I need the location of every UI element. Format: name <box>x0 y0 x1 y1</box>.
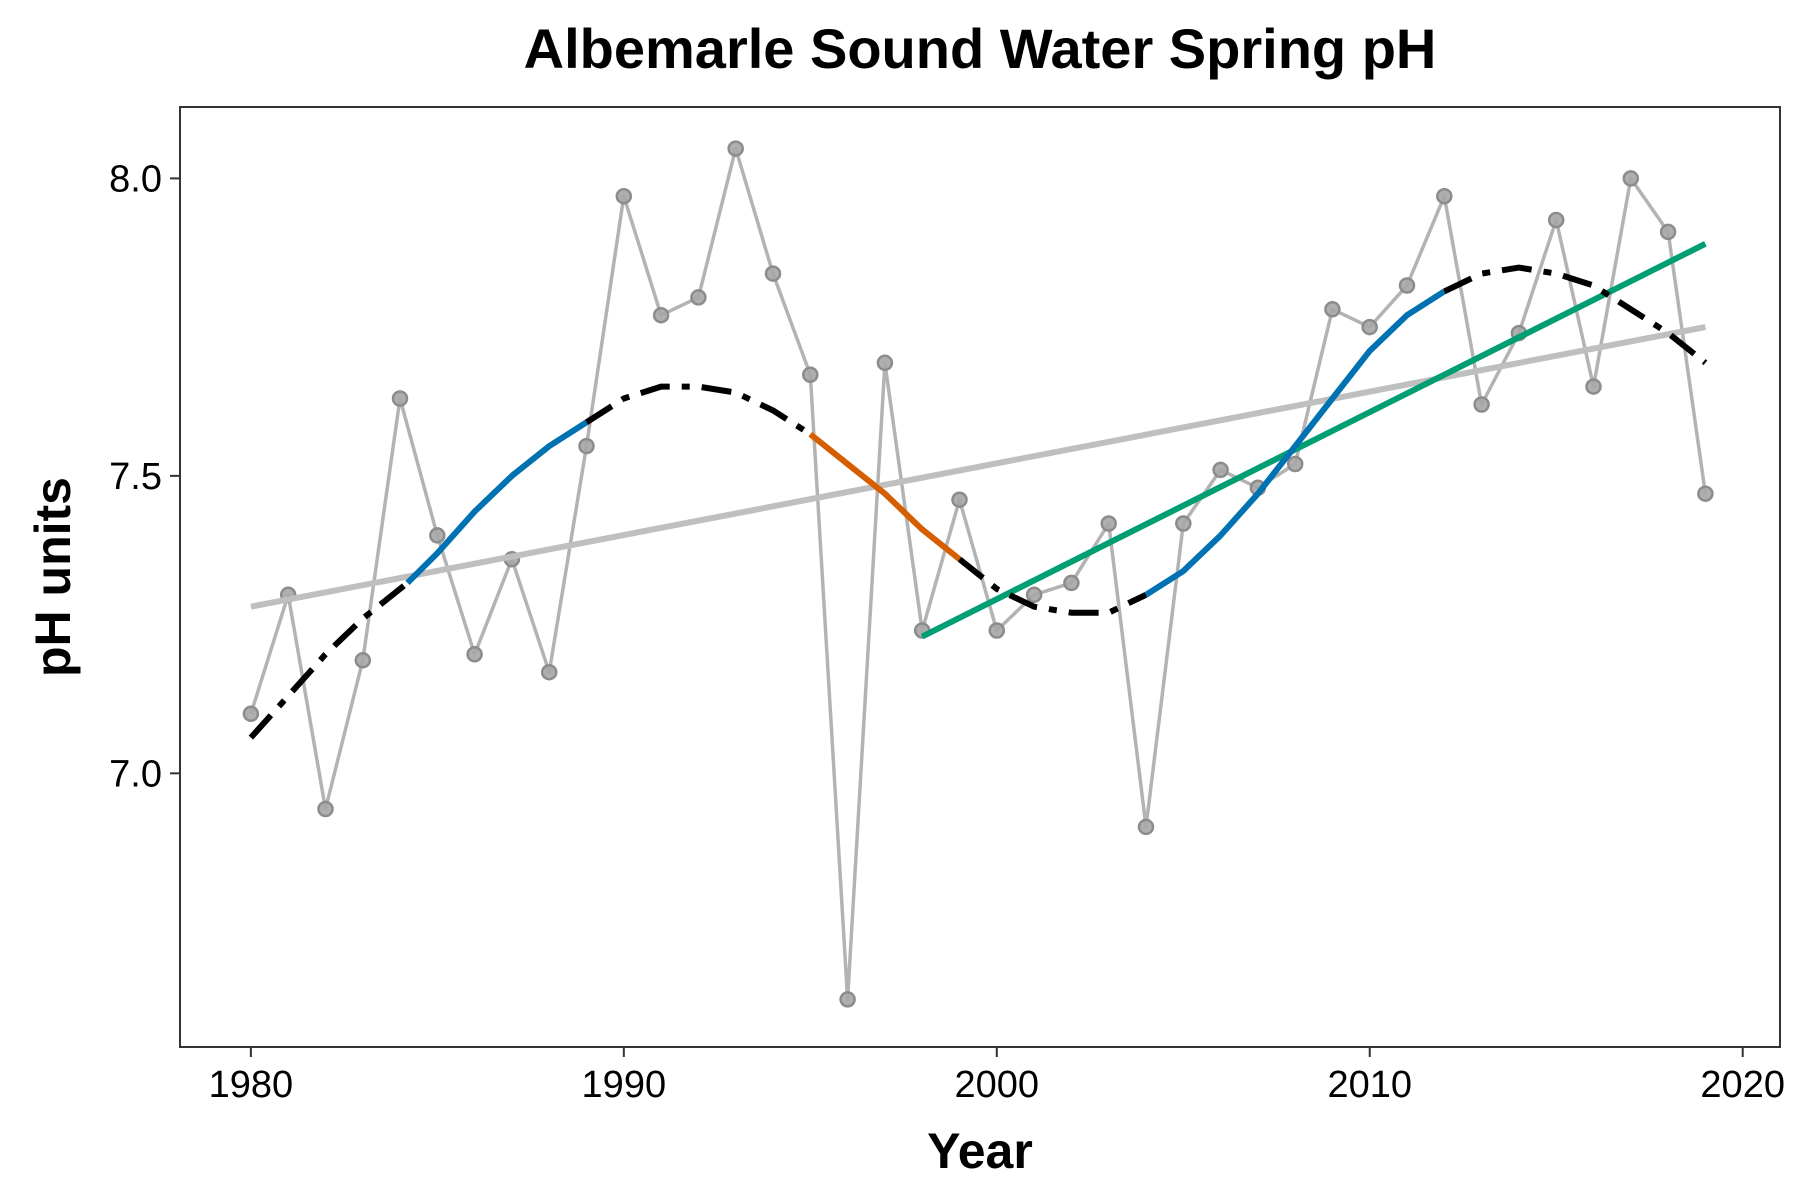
y-tick-label: 8.0 <box>109 158 162 200</box>
observed-point <box>1137 818 1155 836</box>
y-axis: 7.0 7.5 8.0 <box>109 158 180 795</box>
y-axis-title: pH units <box>25 477 81 677</box>
smooth-segment-increasing <box>405 419 589 586</box>
series-layer <box>242 140 1714 1008</box>
y-tick-label: 7.5 <box>109 456 162 498</box>
x-tick-label: 1980 <box>209 1064 294 1106</box>
observed-point <box>802 366 819 383</box>
smooth-segment-increasing <box>1144 288 1446 598</box>
smooth-segment-stable <box>1443 264 1708 366</box>
observed-point <box>1025 586 1043 604</box>
observed-point <box>1100 515 1117 532</box>
observed-point <box>652 306 670 324</box>
observed-point <box>1473 396 1490 413</box>
observed-point <box>466 646 483 663</box>
observed-point <box>727 140 744 157</box>
observed-point <box>1697 485 1714 502</box>
observed-point <box>317 800 334 818</box>
observed-point <box>988 622 1006 639</box>
observed-point <box>876 354 894 372</box>
observed-point <box>1063 574 1080 592</box>
observed-point <box>391 390 409 407</box>
observed-point <box>578 437 595 455</box>
smooth-segment-stable <box>584 383 812 437</box>
chart-title: Albemarle Sound Water Spring pH <box>524 17 1437 80</box>
observed-point <box>1659 223 1677 241</box>
observed-point <box>1547 211 1565 229</box>
smooth-segment-decreasing <box>808 431 962 562</box>
smooth-segment-stable <box>957 556 1148 616</box>
observed-point <box>951 491 968 508</box>
smooth-segment-stable <box>248 580 410 740</box>
x-axis-title: Year <box>927 1123 1033 1179</box>
observed-point <box>690 289 707 306</box>
observed-point <box>1212 461 1229 479</box>
observed-point <box>1361 318 1378 336</box>
x-axis: 1980 1990 2000 2010 2020 <box>209 1047 1785 1106</box>
observed-series-line <box>249 146 1708 1002</box>
recent-trend-line <box>920 241 1707 640</box>
x-tick-label: 1990 <box>582 1064 667 1106</box>
observed-point <box>764 265 782 282</box>
observed-point <box>429 527 446 544</box>
y-tick-label: 7.0 <box>109 753 162 795</box>
observed-point <box>839 991 856 1008</box>
x-tick-label: 2020 <box>1700 1064 1785 1106</box>
observed-point <box>1622 170 1640 187</box>
x-tick-label: 2000 <box>955 1064 1040 1106</box>
x-tick-label: 2010 <box>1327 1064 1412 1106</box>
observed-point <box>1585 378 1602 395</box>
observed-point <box>1175 515 1192 532</box>
observed-point <box>354 652 372 669</box>
observed-point <box>242 705 260 723</box>
observed-point <box>1324 301 1341 318</box>
observed-point <box>1286 455 1304 473</box>
observed-point <box>615 187 633 205</box>
long-term-trend-line <box>250 324 1706 610</box>
observed-point <box>1398 277 1416 294</box>
observed-point <box>540 663 558 681</box>
observed-point <box>1436 187 1453 205</box>
